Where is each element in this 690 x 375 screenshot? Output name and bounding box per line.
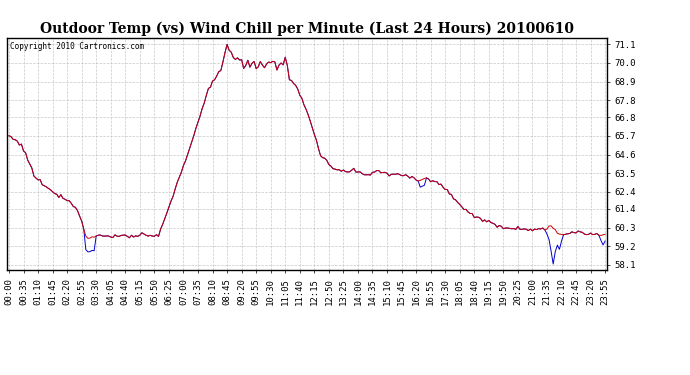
Title: Outdoor Temp (vs) Wind Chill per Minute (Last 24 Hours) 20100610: Outdoor Temp (vs) Wind Chill per Minute … [40,22,574,36]
Text: Copyright 2010 Cartronics.com: Copyright 2010 Cartronics.com [10,42,144,51]
